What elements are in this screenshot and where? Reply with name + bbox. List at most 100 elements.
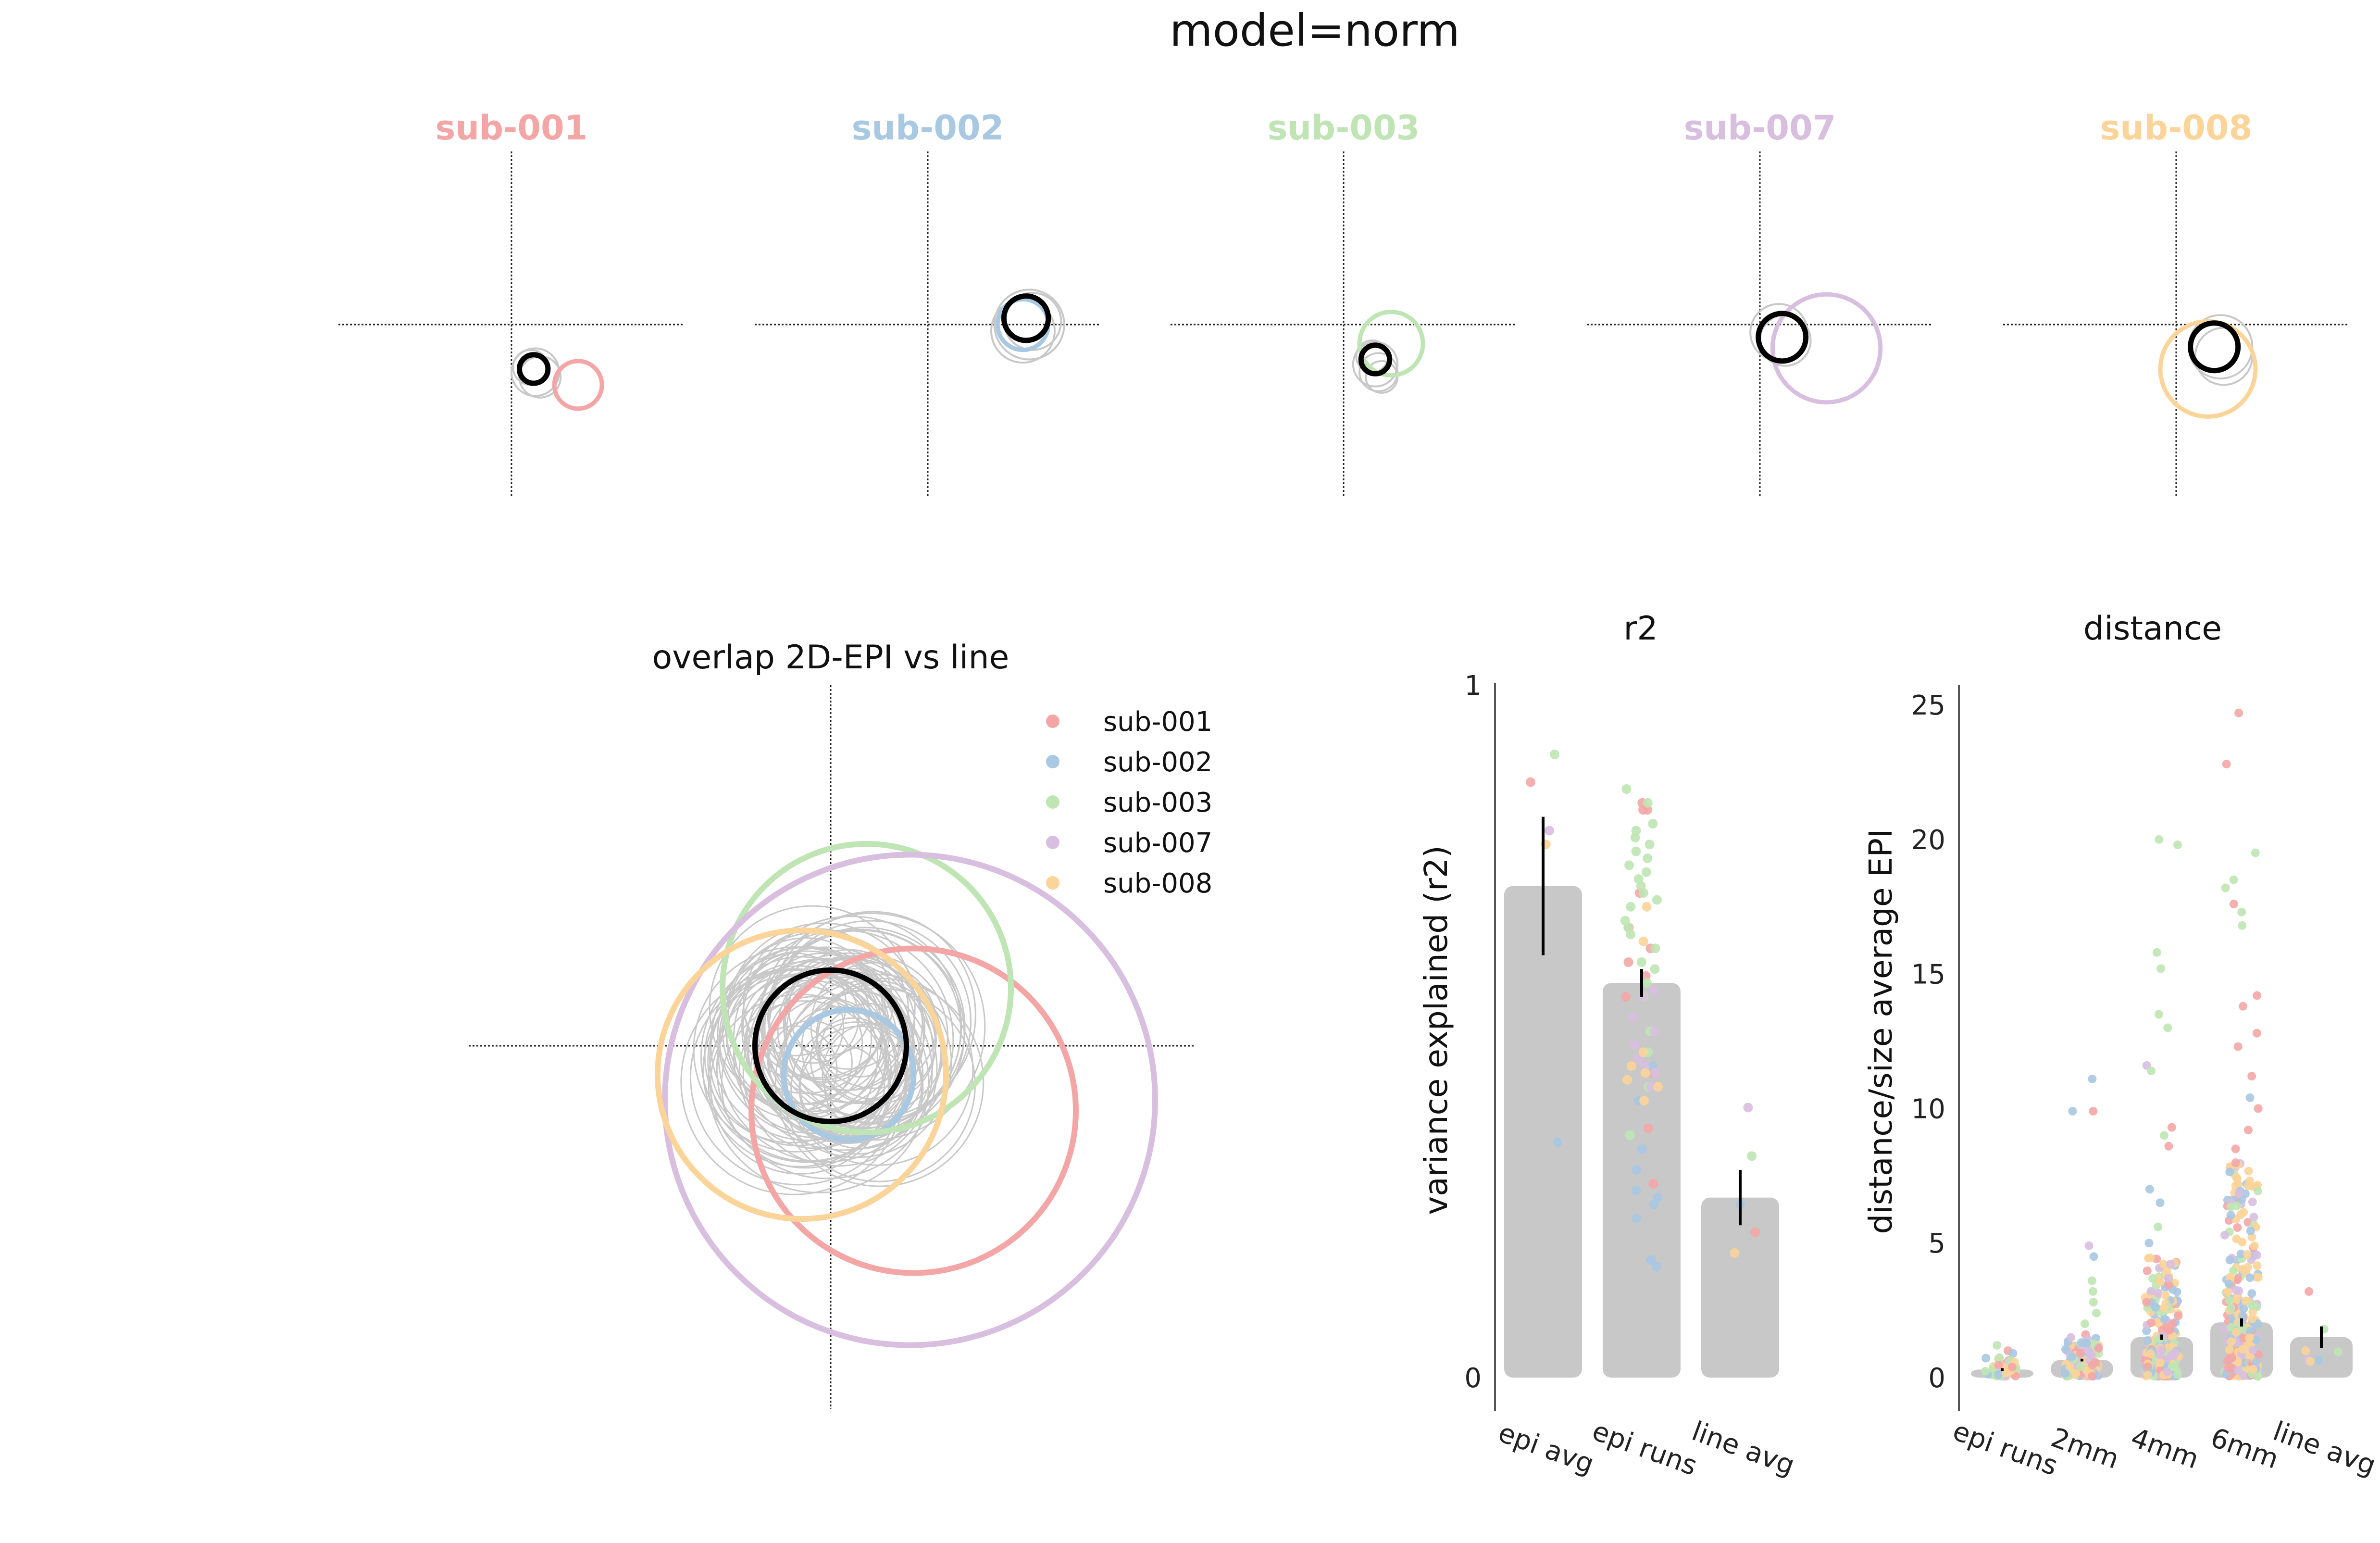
data-point (1645, 1082, 1656, 1092)
subject-prf-circle (1770, 292, 1883, 405)
data-point (1638, 888, 1648, 898)
subject-panel-title: sub-007 (1684, 108, 1836, 148)
data-point (2231, 1144, 2240, 1154)
legend-marker (1046, 755, 1059, 768)
y-tick-label: 25 (1911, 690, 1945, 721)
data-point (2174, 1311, 2183, 1320)
data-point (2222, 760, 2231, 769)
data-point (2161, 1291, 2170, 1300)
data-point (1553, 1137, 1563, 1147)
data-point (1633, 874, 1644, 884)
grey-prf-circle (1352, 341, 1399, 388)
data-point (1994, 1370, 2003, 1379)
data-point (1631, 1186, 1641, 1196)
data-point (2226, 1323, 2235, 1332)
data-point (2231, 1158, 2240, 1167)
data-point (2143, 1370, 2153, 1380)
data-point (1638, 936, 1648, 946)
data-point (2233, 1223, 2242, 1232)
data-point (2305, 1357, 2315, 1366)
data-point (2164, 1274, 2173, 1283)
data-point (2166, 1259, 2175, 1268)
subject-panel-title: sub-002 (852, 108, 1004, 148)
data-point (2236, 1210, 2245, 1219)
grey-prf-circle (1365, 360, 1399, 394)
data-point (2224, 1280, 2233, 1289)
data-point (2163, 1023, 2172, 1032)
data-point (2233, 1274, 2242, 1283)
subject-panels: sub-001 sub-002 sub-003 sub-007 sub-008 (338, 108, 2349, 498)
y-tick-label: 15 (1911, 959, 1945, 991)
data-point (2076, 1362, 2085, 1371)
data-point (2088, 1074, 2097, 1083)
data-point (2164, 1142, 2173, 1151)
data-point (2227, 1337, 2236, 1346)
data-point (2080, 1319, 2089, 1329)
data-point (2315, 1355, 2324, 1365)
x-tick-label: 6mm (2206, 1422, 2282, 1475)
legend-marker (1046, 836, 1059, 849)
data-point (2228, 1354, 2237, 1363)
data-point (2065, 1363, 2074, 1372)
data-point (1650, 943, 1660, 953)
average-prf-circle (752, 967, 909, 1124)
data-point (2148, 1274, 2157, 1283)
data-point (2249, 1213, 2258, 1222)
data-point (2232, 1173, 2241, 1182)
data-point (2144, 1239, 2154, 1248)
data-point (2173, 1370, 2182, 1379)
data-point (1650, 1027, 1660, 1036)
data-point (1653, 1082, 1663, 1092)
data-point (2247, 1301, 2256, 1310)
data-point (2168, 1319, 2177, 1328)
data-point (1623, 957, 1633, 967)
data-point (1648, 1179, 1658, 1189)
grey-prf-circle (742, 952, 847, 1057)
data-point (1626, 902, 1636, 912)
data-point (2068, 1106, 2077, 1116)
data-point (1646, 1255, 1657, 1265)
data-point (2226, 1272, 2235, 1281)
overlap-title: overlap 2D-EPI vs line (652, 639, 1009, 677)
grey-prf-circle (709, 905, 916, 1112)
data-point (2145, 1185, 2154, 1194)
y-tick-label: 0 (1464, 1363, 1482, 1394)
data-point (2229, 875, 2238, 884)
bar (1504, 886, 1582, 1378)
data-point (2156, 964, 2166, 973)
data-point (2252, 1273, 2261, 1282)
distance-panel: distance 0 5 10 15 20 25 distance/size average… (1862, 610, 2380, 1482)
data-point (2088, 1287, 2097, 1296)
data-point (1981, 1354, 1991, 1363)
x-tick-label: 4mm (2127, 1422, 2203, 1475)
subject-panel-title: sub-001 (436, 108, 588, 148)
data-point (2237, 907, 2246, 916)
data-point (2241, 1296, 2250, 1305)
subject-panel: sub-001 (338, 108, 685, 498)
data-point (2238, 921, 2247, 930)
data-point (1994, 1361, 2003, 1370)
data-point (1648, 819, 1658, 828)
data-point (2244, 1167, 2253, 1176)
data-point (2160, 1315, 2169, 1324)
x-tick-label: epi avg (1494, 1417, 1598, 1480)
data-point (2173, 840, 2182, 849)
y-tick-label: 10 (1911, 1093, 1945, 1125)
data-point (1650, 1068, 1660, 1078)
subject-prf-circle (748, 945, 1079, 1276)
data-point (2243, 1126, 2253, 1135)
data-point (2251, 848, 2260, 857)
subject-prf-circle (1357, 310, 1425, 378)
data-point (2146, 1318, 2156, 1327)
subject-prf-circle (781, 1007, 917, 1142)
legend-label: sub-008 (1103, 868, 1212, 899)
data-point (2245, 1273, 2255, 1282)
x-tick-label: epi runs (1588, 1415, 1701, 1482)
data-point (2234, 1286, 2243, 1295)
data-point (2305, 1287, 2314, 1296)
bar (1701, 1197, 1779, 1378)
data-point (1640, 1068, 1650, 1078)
data-point (1981, 1367, 1990, 1376)
data-point (2248, 1197, 2257, 1206)
